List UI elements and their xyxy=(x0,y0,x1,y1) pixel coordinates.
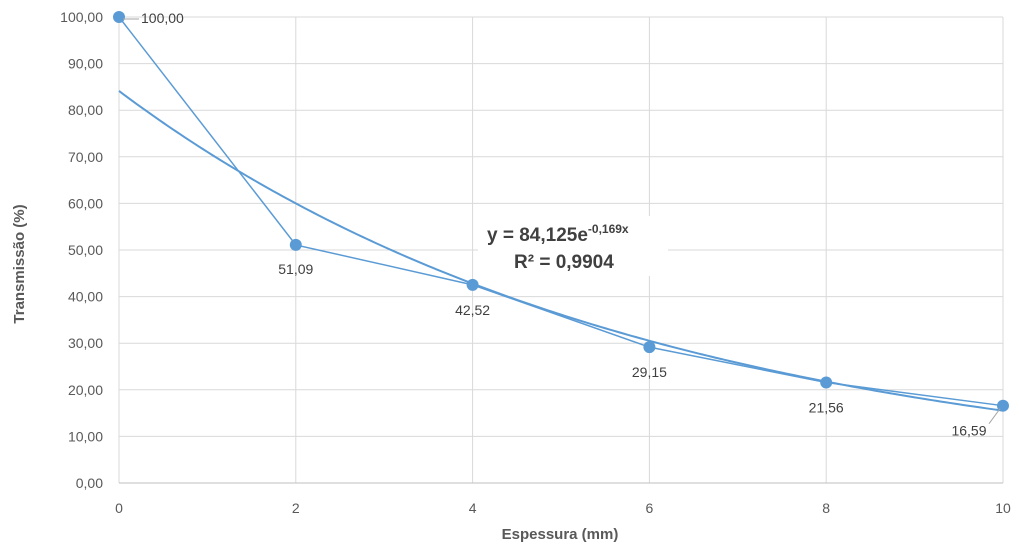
y-tick-label: 70,00 xyxy=(68,149,103,165)
x-axis-title: Espessura (mm) xyxy=(502,526,619,543)
y-tick-label: 20,00 xyxy=(68,382,103,398)
y-tick-label: 0,00 xyxy=(76,475,103,491)
x-tick-label: 6 xyxy=(646,500,654,516)
y-tick-label: 90,00 xyxy=(68,56,103,72)
trendline-r2: R² = 0,9904 xyxy=(514,252,614,273)
trendline-equation: y = 84,125e-0,169x xyxy=(487,222,629,246)
x-tick-label: 0 xyxy=(115,500,123,516)
data-label: 42,52 xyxy=(455,302,490,318)
data-point xyxy=(113,11,125,23)
x-tick-label: 4 xyxy=(469,500,477,516)
x-tick-label: 2 xyxy=(292,500,300,516)
label-leader-line xyxy=(988,408,1001,424)
data-label: 100,00 xyxy=(141,10,184,26)
x-tick-label: 10 xyxy=(995,500,1011,516)
y-tick-label: 40,00 xyxy=(68,289,103,305)
series-line xyxy=(118,16,1004,407)
x-tick-label: 8 xyxy=(822,500,830,516)
data-labels: 100,00 51,09 42,52 29,15 21,56 16,59 xyxy=(123,10,1001,439)
data-label: 16,59 xyxy=(951,423,986,439)
y-tick-label: 30,00 xyxy=(68,335,103,351)
y-axis-title: Transmissão (%) xyxy=(11,204,28,323)
data-point xyxy=(643,341,656,354)
equation-box xyxy=(478,216,668,276)
y-tick-label: 80,00 xyxy=(68,102,103,118)
data-point xyxy=(820,376,833,389)
data-point xyxy=(289,238,302,251)
data-label: 29,15 xyxy=(632,364,667,380)
y-tick-label: 100,00 xyxy=(60,9,103,25)
y-tick-label: 50,00 xyxy=(68,242,103,258)
y-axis-ticks: 0,00 10,00 20,00 30,00 40,00 50,00 60,00 70,00 8… xyxy=(60,9,103,491)
data-point xyxy=(466,278,479,291)
y-tick-label: 10,00 xyxy=(68,428,103,444)
y-tick-label: 60,00 xyxy=(68,195,103,211)
trendline-equation-exponent: -0,169x xyxy=(588,222,629,236)
x-axis-ticks: 0 2 4 6 8 10 xyxy=(115,500,1011,516)
data-label: 21,56 xyxy=(809,400,844,416)
trendline-equation-main: y = 84,125e xyxy=(487,225,588,246)
data-label: 51,09 xyxy=(278,261,313,277)
series-group xyxy=(113,11,1009,412)
